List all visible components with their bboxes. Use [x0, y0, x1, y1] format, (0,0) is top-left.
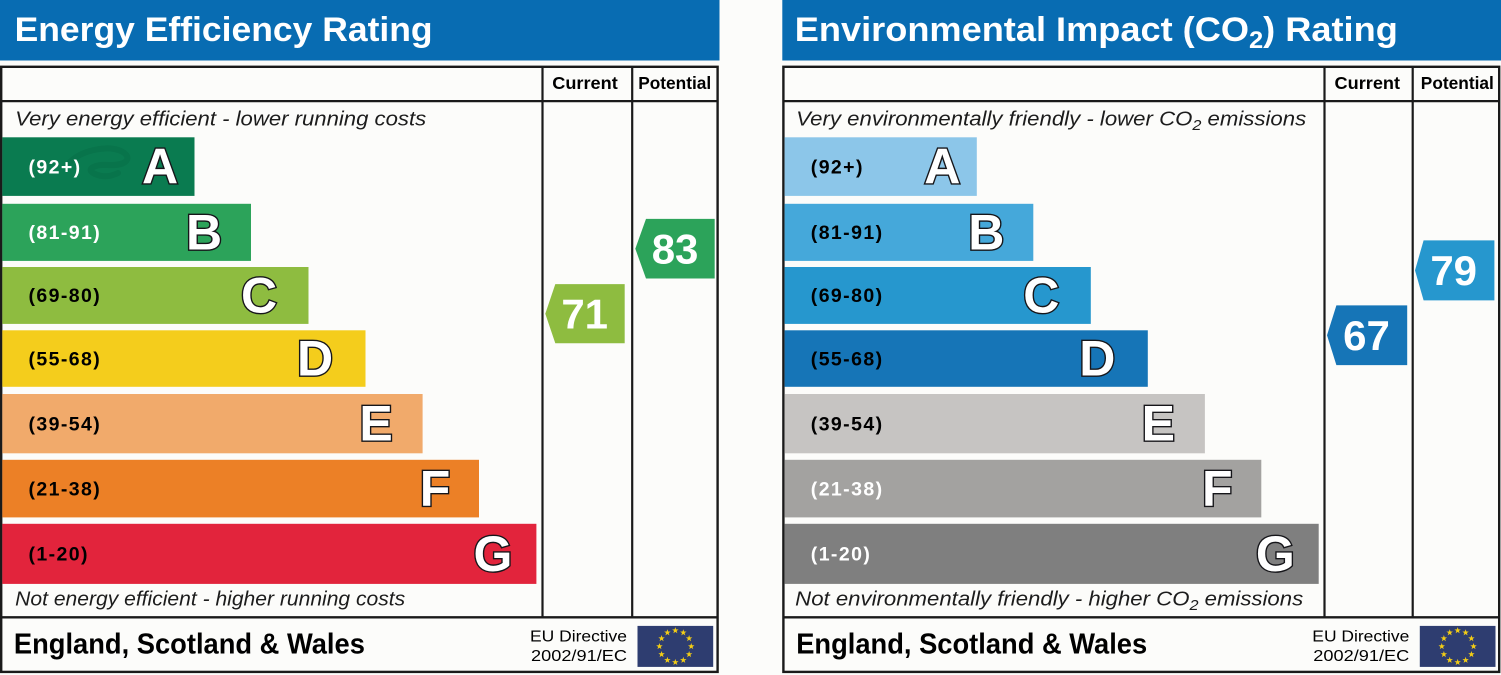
- svg-text:C: C: [1023, 267, 1059, 323]
- svg-text:Potential: Potential: [638, 73, 711, 93]
- svg-text:B: B: [186, 204, 222, 260]
- svg-text:E: E: [359, 396, 392, 452]
- svg-text:79: 79: [1430, 247, 1477, 294]
- svg-text:(21-38): (21-38): [811, 478, 884, 500]
- svg-text:(55-68): (55-68): [29, 348, 102, 370]
- svg-text:(92+): (92+): [811, 156, 864, 178]
- svg-text:2002/91/EC: 2002/91/EC: [531, 648, 627, 665]
- svg-text:(81-91): (81-91): [29, 222, 102, 244]
- svg-text:A: A: [142, 139, 178, 195]
- svg-text:C: C: [241, 267, 277, 323]
- svg-text:Current: Current: [552, 73, 618, 93]
- svg-text:E: E: [1142, 396, 1175, 452]
- svg-text:(69-80): (69-80): [29, 285, 102, 307]
- svg-text:Not energy efficient - higher: Not energy efficient - higher running co…: [15, 587, 405, 610]
- svg-text:(21-38): (21-38): [29, 478, 102, 500]
- svg-text:England, Scotland & Wales: England, Scotland & Wales: [796, 629, 1147, 661]
- svg-text:F: F: [420, 461, 451, 517]
- svg-text:Potential: Potential: [1421, 73, 1494, 93]
- svg-text:67: 67: [1343, 312, 1390, 359]
- svg-text:(81-91): (81-91): [811, 222, 884, 244]
- svg-text:EU Directive: EU Directive: [1312, 628, 1409, 645]
- svg-text:(39-54): (39-54): [29, 413, 102, 435]
- svg-text:Very environmentally friendly: Very environmentally friendly - lower CO…: [796, 108, 1306, 135]
- svg-text:F: F: [1202, 461, 1233, 517]
- svg-text:(55-68): (55-68): [811, 348, 884, 370]
- svg-text:Very energy efficient - lower: Very energy efficient - lower running co…: [15, 108, 426, 131]
- svg-text:(1-20): (1-20): [29, 544, 89, 566]
- svg-text:(1-20): (1-20): [811, 544, 871, 566]
- svg-text:(39-54): (39-54): [811, 413, 884, 435]
- svg-text:Not environmentally friendly -: Not environmentally friendly - higher CO…: [795, 587, 1303, 614]
- svg-text:A: A: [924, 139, 960, 195]
- svg-text:D: D: [1079, 331, 1115, 387]
- svg-text:71: 71: [561, 290, 608, 337]
- svg-text:Current: Current: [1335, 73, 1401, 93]
- svg-text:2002/91/EC: 2002/91/EC: [1313, 648, 1409, 665]
- svg-text:EU Directive: EU Directive: [530, 628, 627, 645]
- svg-text:(92+): (92+): [29, 156, 82, 178]
- svg-text:Energy Efficiency Rating: Energy Efficiency Rating: [15, 11, 433, 49]
- svg-text:G: G: [474, 526, 513, 582]
- svg-text:D: D: [297, 331, 333, 387]
- svg-text:G: G: [1256, 526, 1295, 582]
- svg-text:(69-80): (69-80): [811, 285, 884, 307]
- svg-text:B: B: [968, 204, 1004, 260]
- svg-text:Environmental Impact (CO2) Rat: Environmental Impact (CO 2) Rating: [795, 11, 1398, 54]
- svg-text:England, Scotland & Wales: England, Scotland & Wales: [14, 629, 365, 661]
- svg-text:83: 83: [652, 225, 699, 272]
